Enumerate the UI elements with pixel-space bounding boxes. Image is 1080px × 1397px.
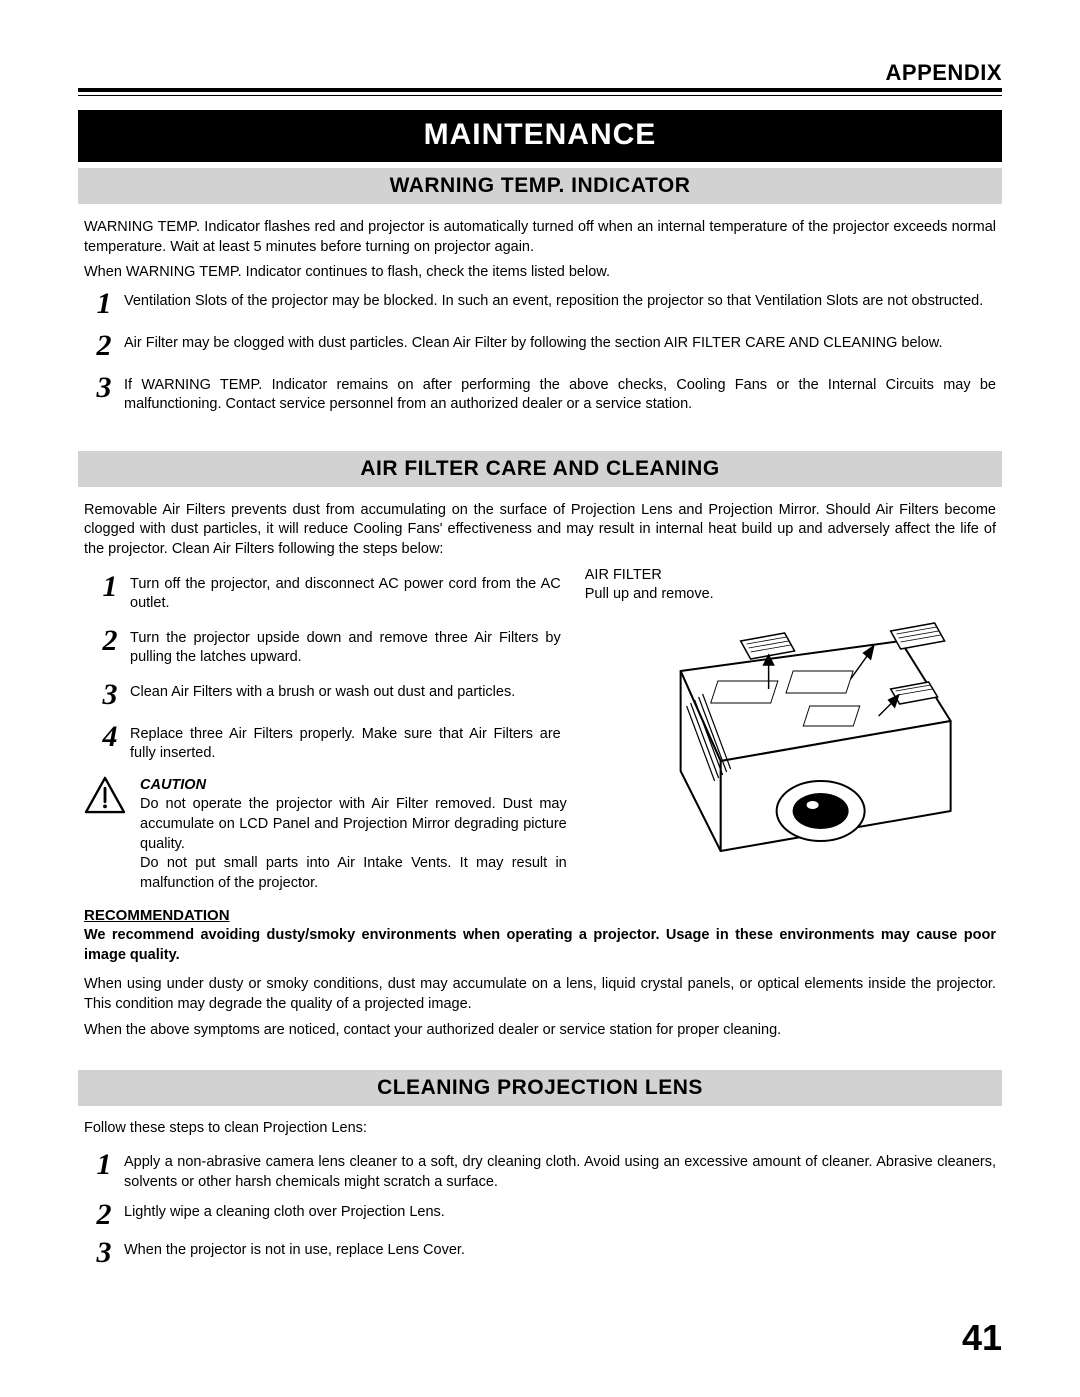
step-text: When the projector is not in use, replac… [124,1238,996,1261]
step-number: 2 [90,626,130,656]
caution-body: CAUTION Do not operate the projector wit… [140,776,567,893]
step-text: Ventilation Slots of the projector may b… [124,289,996,312]
illustration-label-1: AIR FILTER [585,566,996,586]
step-text: Turn the projector upside down and remov… [130,626,561,668]
section-title-lens: CLEANING PROJECTION LENS [377,1076,703,1099]
main-title-banner: MAINTENANCE [78,110,1002,162]
section-title-warning: WARNING TEMP. INDICATOR [390,174,691,197]
step-number: 1 [90,572,130,602]
warning-intro-2: When WARNING TEMP. Indicator continues t… [84,263,996,283]
page-number: 41 [962,1317,1002,1359]
list-item: 1 Ventilation Slots of the projector may… [78,289,1002,319]
lens-steps-list: 1 Apply a non-abrasive camera lens clean… [78,1150,1002,1268]
warning-triangle-icon [84,776,126,814]
section-bar-filter: AIR FILTER CARE AND CLEANING [78,451,1002,487]
list-item: 4 Replace three Air Filters properly. Ma… [84,722,567,764]
step-number: 2 [84,331,124,361]
section-bar-lens: CLEANING PROJECTION LENS [78,1070,1002,1106]
projector-illustration [585,611,996,871]
filter-steps-list: 1 Turn off the projector, and disconnect… [84,572,567,764]
warning-steps-list: 1 Ventilation Slots of the projector may… [78,289,1002,415]
step-number: 1 [84,289,124,319]
main-title: MAINTENANCE [424,118,657,151]
step-number: 4 [90,722,130,752]
step-number: 2 [84,1200,124,1230]
section-bar-warning: WARNING TEMP. INDICATOR [78,168,1002,204]
caution-text-2: Do not put small parts into Air Intake V… [140,854,567,893]
appendix-label: APPENDIX [886,60,1002,85]
step-text: Replace three Air Filters properly. Make… [130,722,561,764]
step-text: Turn off the projector, and disconnect A… [130,572,561,614]
caution-text-1: Do not operate the projector with Air Fi… [140,795,567,854]
warning-intro-1: WARNING TEMP. Indicator flashes red and … [84,218,996,257]
list-item: 3 When the projector is not in use, repl… [78,1238,1002,1268]
step-number: 3 [84,1238,124,1268]
list-item: 3 If WARNING TEMP. Indicator remains on … [78,373,1002,415]
filter-right-column: AIR FILTER Pull up and remove. [585,566,996,894]
step-text: Clean Air Filters with a brush or wash o… [130,680,561,703]
step-text: If WARNING TEMP. Indicator remains on af… [124,373,996,415]
list-item: 1 Turn off the projector, and disconnect… [84,572,567,614]
step-text: Apply a non-abrasive camera lens cleaner… [124,1150,996,1192]
filter-two-column: 1 Turn off the projector, and disconnect… [84,566,996,894]
recommendation-bold: We recommend avoiding dusty/smoky enviro… [84,926,996,965]
recommendation-para-1: When using under dusty or smoky conditio… [84,975,996,1014]
filter-intro: Removable Air Filters prevents dust from… [84,501,996,560]
step-number: 1 [84,1150,124,1180]
step-text: Lightly wipe a cleaning cloth over Proje… [124,1200,996,1223]
list-item: 2 Air Filter may be clogged with dust pa… [78,331,1002,361]
step-number: 3 [90,680,130,710]
step-text: Air Filter may be clogged with dust part… [124,331,996,354]
caution-heading: CAUTION [140,776,567,796]
caution-block: CAUTION Do not operate the projector wit… [84,776,567,893]
list-item: 2 Lightly wipe a cleaning cloth over Pro… [78,1200,1002,1230]
illustration-label-2: Pull up and remove. [585,585,996,605]
recommendation-para-2: When the above symptoms are noticed, con… [84,1021,996,1041]
list-item: 1 Apply a non-abrasive camera lens clean… [78,1150,1002,1192]
appendix-header: APPENDIX [78,60,1002,92]
lens-intro: Follow these steps to clean Projection L… [84,1120,996,1136]
list-item: 2 Turn the projector upside down and rem… [84,626,567,668]
recommendation-heading: RECOMMENDATION [84,907,996,924]
step-number: 3 [84,373,124,403]
filter-left-column: 1 Turn off the projector, and disconnect… [84,566,567,894]
section-title-filter: AIR FILTER CARE AND CLEANING [360,457,719,480]
list-item: 3 Clean Air Filters with a brush or wash… [84,680,567,710]
